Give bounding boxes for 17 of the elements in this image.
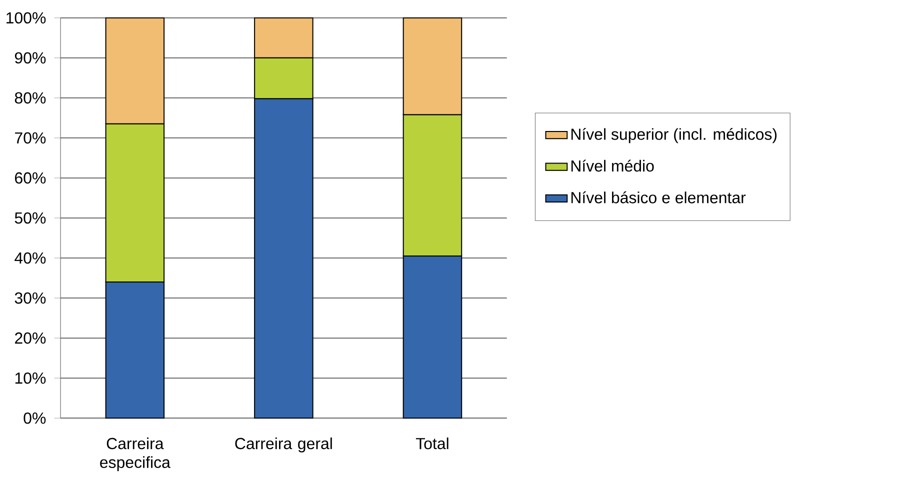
- x-tick-label: Carreira especifica: [100, 438, 170, 472]
- y-tick-label: 30%: [14, 292, 46, 304]
- legend-label: Nível superior (incl. médicos): [571, 128, 777, 144]
- legend-label: Nível médio: [571, 160, 654, 172]
- y-tick-label: 0%: [24, 412, 46, 424]
- y-tick-label: 100%: [6, 12, 46, 24]
- y-tick-label: 20%: [15, 332, 46, 344]
- legend-label: Nível básico e elementar: [571, 191, 746, 204]
- y-tick-label: 10%: [15, 372, 46, 384]
- x-tick-label: Total: [416, 438, 448, 450]
- y-tick-label: 60%: [15, 172, 46, 184]
- x-tick-label: Carreira geral: [235, 438, 332, 452]
- y-tick-label: 70%: [15, 132, 46, 144]
- y-tick-label: 80%: [14, 92, 46, 104]
- y-tick-label: 40%: [14, 252, 46, 264]
- y-tick-label: 90%: [14, 52, 46, 64]
- y-tick-label: 50%: [14, 212, 46, 224]
